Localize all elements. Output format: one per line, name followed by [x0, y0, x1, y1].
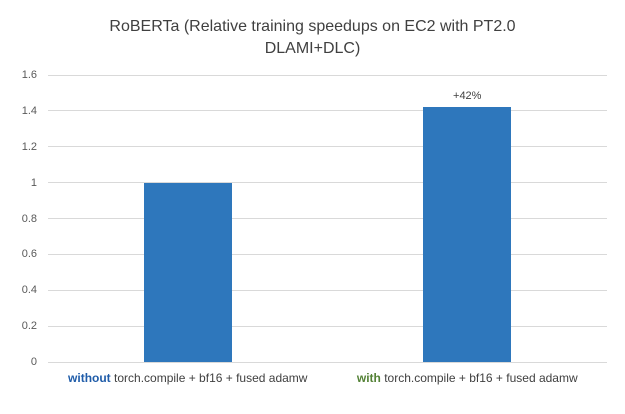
y-tick-label: 0 [30, 356, 37, 368]
y-tick-label: 0.6 [21, 248, 37, 261]
gridline [48, 182, 607, 184]
gridline [48, 110, 607, 112]
y-tick-label: 1 [30, 176, 37, 189]
gridline [48, 218, 607, 219]
gridline [48, 74, 607, 76]
chart-title-line1: RoBERTa (Relative training speedups on E… [109, 18, 516, 35]
y-tick-label: 0.2 [21, 320, 37, 333]
gridline [48, 253, 607, 255]
y-tick-label: 1.4 [21, 104, 37, 117]
gridline [48, 146, 607, 148]
x-category-label: without torch.compile + bf16 + fused ada… [48, 371, 328, 386]
x-category-label: with torch.compile + bf16 + fused adamw [328, 371, 608, 386]
category-rest: torch.compile + bf16 + fused adamw [380, 371, 578, 385]
chart-title-line2: DLAMI+DLC) [264, 40, 361, 57]
bar [423, 107, 512, 362]
y-tick-label: 0.8 [21, 212, 37, 225]
category-prefix: with [356, 371, 381, 385]
y-tick-label: 1.2 [21, 140, 37, 153]
y-tick-label: 0.4 [21, 284, 37, 297]
gridline [48, 325, 607, 327]
category-rest: torch.compile + bf16 + fused adamw [110, 371, 308, 385]
bar [143, 182, 232, 362]
category-prefix: without [68, 371, 111, 385]
bar-annotation: +42% [453, 90, 482, 103]
y-tick-label: 1.6 [21, 69, 37, 81]
chart-title: RoBERTa (Relative training speedups on E… [0, 16, 625, 60]
gridline [48, 361, 607, 363]
gridline [48, 289, 607, 291]
